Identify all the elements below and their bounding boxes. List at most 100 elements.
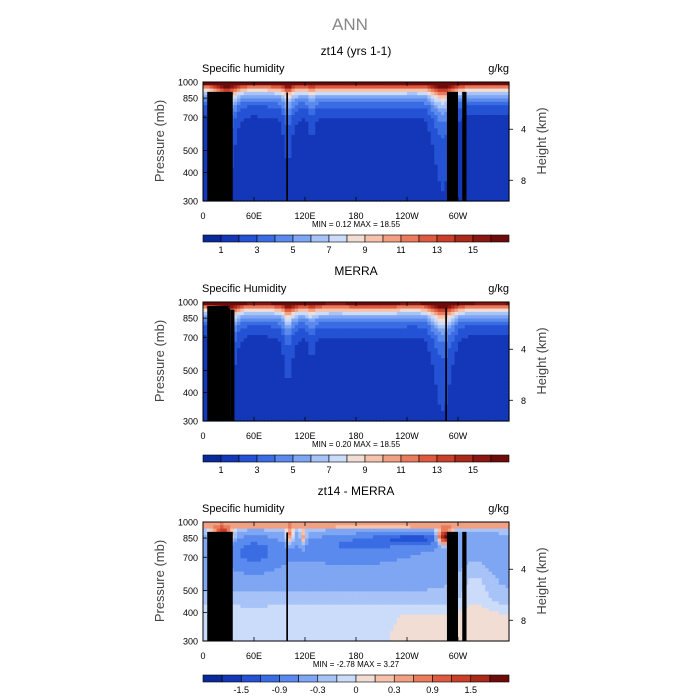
field-cell <box>301 181 306 186</box>
field-cell <box>237 98 241 103</box>
field-cell <box>308 341 313 346</box>
field-cell <box>311 138 316 143</box>
field-cell <box>345 328 350 333</box>
field-cell <box>271 331 275 336</box>
field-cell <box>271 197 275 202</box>
field-cell <box>481 302 486 306</box>
field-cell <box>407 131 411 136</box>
field-cell <box>481 338 486 343</box>
field-cell <box>417 315 422 320</box>
field-cell <box>410 194 415 199</box>
field-cell <box>237 361 241 366</box>
field-cell <box>390 105 394 110</box>
field-cell <box>254 148 258 153</box>
field-cell <box>349 141 354 146</box>
field-cell <box>260 361 265 366</box>
field-cell <box>318 361 323 366</box>
field-cell <box>250 144 255 149</box>
field-cell <box>345 95 350 100</box>
field-cell <box>325 118 330 123</box>
field-cell <box>308 338 313 343</box>
field-cell <box>379 305 384 310</box>
field-cell <box>288 138 292 143</box>
field-cell <box>264 328 269 333</box>
field-cell <box>410 187 415 192</box>
field-cell <box>233 331 238 336</box>
field-cell <box>495 331 500 336</box>
field-cell <box>383 91 388 96</box>
field-cell <box>233 148 238 153</box>
field-cell <box>403 158 408 162</box>
field-cell <box>434 174 439 179</box>
field-cell <box>233 82 238 86</box>
field-cell <box>308 194 313 199</box>
field-cell <box>267 328 272 333</box>
field-cell <box>243 197 248 202</box>
field-cell <box>441 128 445 133</box>
field-cell <box>325 82 330 86</box>
field-cell <box>291 171 296 176</box>
field-cell <box>328 191 333 195</box>
field-cell <box>271 148 275 153</box>
field-cell <box>400 108 405 113</box>
field-cell <box>373 348 377 353</box>
field-cell <box>393 85 398 90</box>
field-cell <box>349 361 354 366</box>
field-cell <box>284 344 289 349</box>
field-cell <box>311 108 316 113</box>
field-cell <box>417 325 422 330</box>
field-cell <box>376 321 381 326</box>
field-cell <box>369 128 374 133</box>
field-cell <box>386 131 391 136</box>
field-cell <box>390 154 394 159</box>
field-cell <box>233 328 238 333</box>
field-cell <box>301 115 306 119</box>
field-cell <box>495 105 500 110</box>
field-cell <box>492 311 496 316</box>
field-cell <box>315 95 320 100</box>
field-cell <box>471 105 476 110</box>
field-cell <box>488 321 493 326</box>
field-cell <box>407 128 411 133</box>
field-cell <box>260 174 265 179</box>
field-cell <box>475 101 479 106</box>
field-cell <box>424 351 428 356</box>
field-cell <box>339 161 343 166</box>
field-cell <box>410 101 415 106</box>
field-cell <box>471 315 476 320</box>
field-cell <box>362 164 367 169</box>
field-cell <box>264 315 269 320</box>
field-cell <box>339 361 343 366</box>
field-cell <box>383 82 388 86</box>
field-cell <box>396 134 401 139</box>
field-cell <box>475 95 479 100</box>
field-cell <box>396 311 401 316</box>
field-cell <box>441 181 445 186</box>
field-cell <box>475 151 479 156</box>
field-cell <box>359 121 364 126</box>
field-cell <box>230 82 235 86</box>
field-cell <box>400 177 405 182</box>
field-cell <box>301 351 306 356</box>
field-cell <box>386 158 391 162</box>
field-cell <box>254 344 258 349</box>
field-cell <box>505 344 510 349</box>
field-cell <box>240 318 245 323</box>
field-cell <box>369 302 374 306</box>
field-cell <box>352 338 357 343</box>
field-cell <box>464 118 469 123</box>
field-cell <box>240 164 245 169</box>
field-cell <box>322 85 326 90</box>
field-cell <box>396 158 401 162</box>
field-cell <box>281 131 286 136</box>
field-cell <box>267 187 272 192</box>
plot-area <box>203 302 510 422</box>
field-cell <box>464 144 469 149</box>
field-cell <box>260 91 265 96</box>
field-cell <box>424 111 428 116</box>
field-cell <box>413 171 418 176</box>
field-cell <box>294 361 299 366</box>
field-cell <box>332 321 337 326</box>
field-cell <box>434 88 439 93</box>
field-cell <box>379 194 384 199</box>
